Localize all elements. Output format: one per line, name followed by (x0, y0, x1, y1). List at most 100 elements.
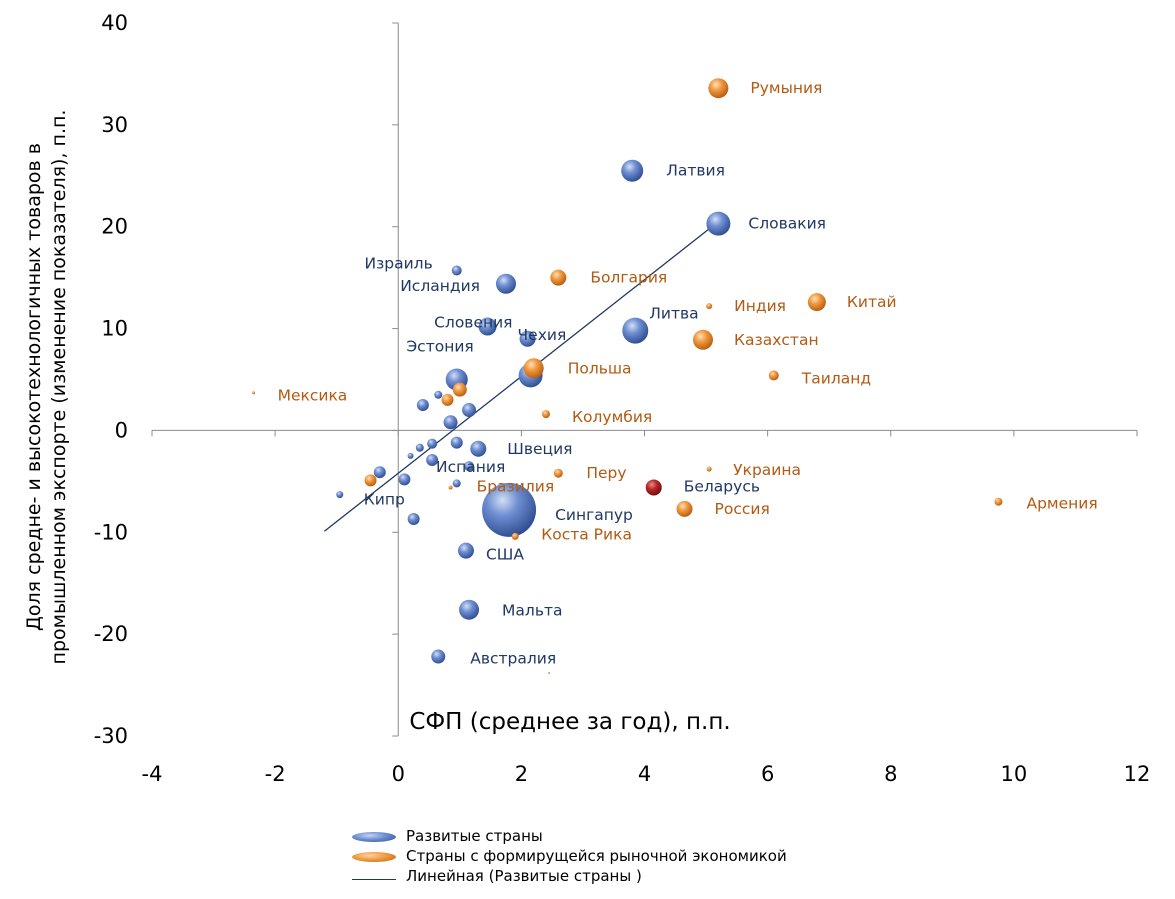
point-label: Беларусь (684, 477, 760, 495)
point-label: Мальта (502, 602, 562, 620)
developed-point-Швеция (470, 440, 487, 457)
point-label: Исландия (400, 277, 480, 295)
point-label: Словения (434, 314, 512, 332)
legend: Развитые страны Страны с формирущейся ры… (352, 826, 787, 886)
point-label: Коста Рика (541, 525, 632, 543)
point-label: Испания (436, 458, 505, 476)
point-label: Колумбия (572, 408, 652, 426)
emerging-point-Таиланд (768, 370, 779, 381)
developed-point-США (457, 542, 474, 559)
point-label: Казахстан (734, 331, 819, 349)
developed-point-Литва (622, 317, 649, 344)
point-label: Мексика (278, 387, 348, 405)
developed-point-Словакия (706, 211, 731, 236)
emerging-point-Перу (553, 468, 563, 478)
developed-point (427, 438, 438, 449)
x-tick-label: 8 (884, 762, 897, 786)
emerging-point (452, 382, 467, 397)
x-tick-label: 12 (1124, 762, 1151, 786)
legend-item-trendline: Линейная (Развитые страны ) (352, 866, 787, 886)
developed-point (415, 443, 424, 452)
emerging-point-Казахстан (692, 329, 713, 350)
y-tick-label: 20 (101, 215, 128, 239)
developed-point-Кипр (336, 491, 344, 499)
x-tick-label: -4 (142, 762, 163, 786)
developed-point-Латвия (621, 159, 644, 182)
point-label: Латвия (666, 162, 725, 180)
emerging-point-Болгария (550, 269, 567, 286)
point-label: Болгария (590, 269, 667, 287)
y-tick-label: -10 (94, 520, 128, 544)
emerging-point-Китай (807, 293, 826, 312)
developed-point-Мальта (459, 599, 480, 620)
point-label: Перу (586, 464, 626, 482)
developed-point (462, 403, 477, 418)
emerging-point-Польша (523, 358, 544, 379)
data-points (252, 78, 1003, 674)
emerging-point-Индия (706, 303, 713, 310)
developed-point (407, 513, 420, 526)
emerging-point-Мексика (252, 391, 256, 395)
highlight-point-Беларусь (645, 479, 662, 496)
developed-point (452, 479, 461, 488)
developed-point (416, 398, 429, 411)
trendline-marker-icon (352, 879, 396, 880)
x-tick-label: -2 (265, 762, 286, 786)
y-tick-label: -20 (94, 622, 128, 646)
point-label: Румыния (750, 79, 822, 97)
x-tick-label: 10 (1001, 762, 1028, 786)
point-label: Бразилия (477, 477, 555, 495)
developed-point (450, 436, 463, 449)
emerging-point-Колумбия (542, 410, 550, 419)
developed-point-Сингапур (482, 482, 537, 537)
point-label: Австралия (470, 650, 556, 668)
emerging-point (548, 671, 551, 674)
point-label: Индия (734, 297, 786, 315)
y-axis-title-line1: Доля средне- и высокотехнологичных товар… (23, 143, 45, 631)
point-label: Китай (847, 293, 897, 311)
point-label: Словакия (748, 215, 826, 233)
x-tick-label: 4 (638, 762, 651, 786)
point-labels: Латвия Словакия Израиль Исландия Литва Чехия С… (278, 79, 1098, 667)
legend-label: Развитые страны (406, 827, 543, 845)
emerging-point-Румыния (708, 78, 729, 99)
y-tick-label: 0 (115, 418, 128, 442)
developed-point-Израиль (451, 265, 462, 276)
developed-point (373, 466, 386, 479)
developed-point-Чехия (519, 330, 536, 347)
point-label: Россия (715, 500, 770, 518)
y-tick-label: -30 (94, 724, 128, 748)
emerging-point-Россия (676, 500, 693, 517)
legend-item-emerging: Страны с формирущейся рыночной экономико… (352, 846, 787, 866)
y-tick-label: 10 (101, 317, 128, 341)
x-axis-title: СФП (среднее за год), п.п. (409, 709, 730, 735)
point-label: Польша (568, 359, 632, 377)
developed-point-Исландия (495, 273, 516, 294)
x-tick-label: 2 (515, 762, 528, 786)
point-label: Чехия (518, 326, 567, 344)
point-label: Швеция (507, 440, 572, 458)
point-label: Литва (649, 305, 698, 323)
emerging-point-Армения (994, 497, 1003, 506)
point-label: Эстония (406, 338, 473, 356)
point-label: Армения (1026, 495, 1097, 513)
developed-point-Австралия (431, 649, 446, 664)
developed-point (426, 453, 439, 466)
developed-point (443, 415, 458, 430)
point-label: Израиль (364, 255, 432, 273)
developed-point (398, 473, 411, 486)
point-label: Украина (733, 461, 801, 479)
point-label: Сингапур (555, 506, 633, 524)
emerging-point-Украина (706, 466, 712, 472)
x-tick-label: 0 (392, 762, 405, 786)
emerging-point (364, 474, 377, 487)
x-tick-label: 6 (761, 762, 774, 786)
y-tick-label: 30 (101, 113, 128, 137)
developed-point (407, 452, 414, 459)
developed-marker-icon (352, 832, 396, 842)
point-label: США (486, 546, 524, 564)
emerging-marker-icon (352, 852, 396, 862)
developed-point (434, 390, 443, 399)
